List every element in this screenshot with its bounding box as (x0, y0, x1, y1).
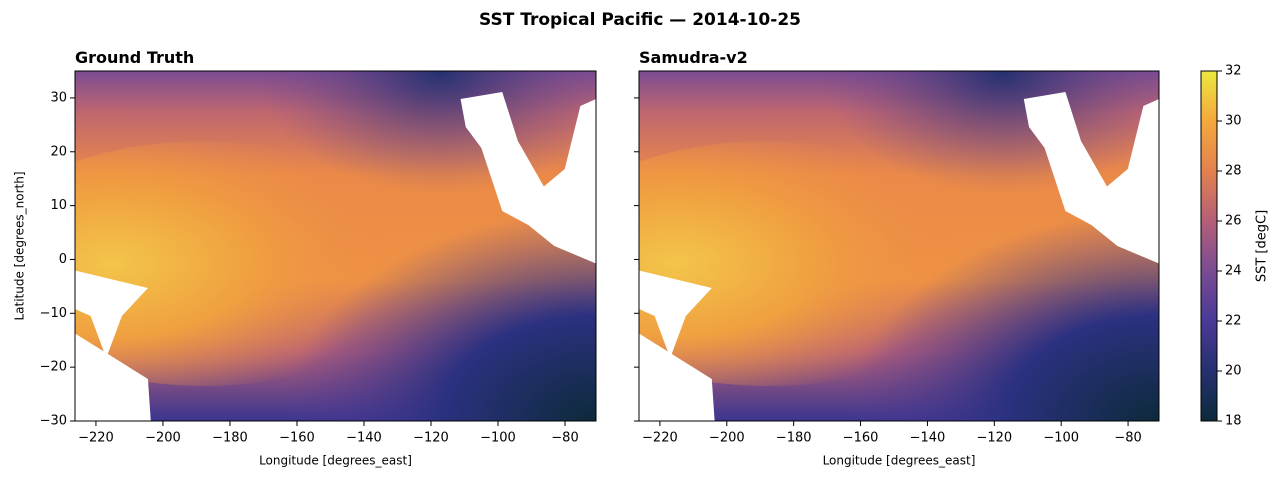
x-tick-label: −80 (1114, 431, 1141, 446)
x-tick-label: −120 (976, 431, 1012, 446)
colorbar-tick-label: 30 (1225, 114, 1242, 129)
y-tick-label: 10 (50, 198, 67, 213)
x-axis-label: Longitude [degrees_east] (823, 454, 976, 468)
y-tick-label: 20 (50, 144, 67, 159)
x-tick-label: −100 (1043, 431, 1079, 446)
land (429, 71, 596, 264)
colorbar-tick-label: 24 (1225, 264, 1242, 279)
colorbar-tick-label: 28 (1225, 164, 1242, 179)
y-tick-label: −20 (40, 360, 67, 375)
y-tick-label: −30 (40, 414, 67, 429)
y-tick-label: −10 (40, 306, 67, 321)
x-tick-label: −200 (145, 431, 181, 446)
x-tick-label: −220 (642, 431, 678, 446)
x-tick-label: −140 (346, 431, 382, 446)
land (75, 333, 151, 421)
x-tick-label: −140 (910, 431, 946, 446)
x-tick-label: −160 (843, 431, 879, 446)
sst-field (639, 71, 1159, 421)
land (992, 71, 1159, 264)
x-tick-label: −220 (78, 431, 114, 446)
x-tick-label: −100 (480, 431, 516, 446)
axes-frame (74, 70, 597, 422)
colorbar-tick-label: 20 (1225, 364, 1242, 379)
land (639, 270, 712, 358)
axes-frame (638, 70, 1160, 422)
cold-north (75, 71, 596, 421)
colorbar-tick-label: 26 (1225, 214, 1242, 229)
y-tick-label: 30 (50, 90, 67, 105)
y-tick-label: 0 (59, 252, 67, 267)
x-tick-label: −120 (413, 431, 449, 446)
colorbar (1200, 70, 1218, 422)
x-tick-label: −80 (551, 431, 578, 446)
x-tick-label: −180 (212, 431, 248, 446)
x-tick-label: −180 (776, 431, 812, 446)
panel-title: Samudra-v2 (639, 48, 748, 67)
panel-title: Ground Truth (75, 48, 194, 67)
sst-field (75, 71, 596, 421)
x-tick-label: −200 (709, 431, 745, 446)
x-tick-label: −160 (279, 431, 315, 446)
colorbar-label: SST [degC] (1255, 210, 1270, 282)
land (639, 333, 715, 421)
colorbar-tick-label: 22 (1225, 314, 1242, 329)
cold-north (639, 71, 1159, 421)
land (75, 270, 148, 358)
colorbar-tick-label: 18 (1225, 414, 1242, 429)
figure-title: SST Tropical Pacific — 2014-10-25 (479, 10, 801, 30)
colorbar-tick-label: 32 (1225, 64, 1242, 79)
x-axis-label: Longitude [degrees_east] (259, 454, 412, 468)
y-axis-label: Latitude [degrees_north] (13, 171, 27, 320)
